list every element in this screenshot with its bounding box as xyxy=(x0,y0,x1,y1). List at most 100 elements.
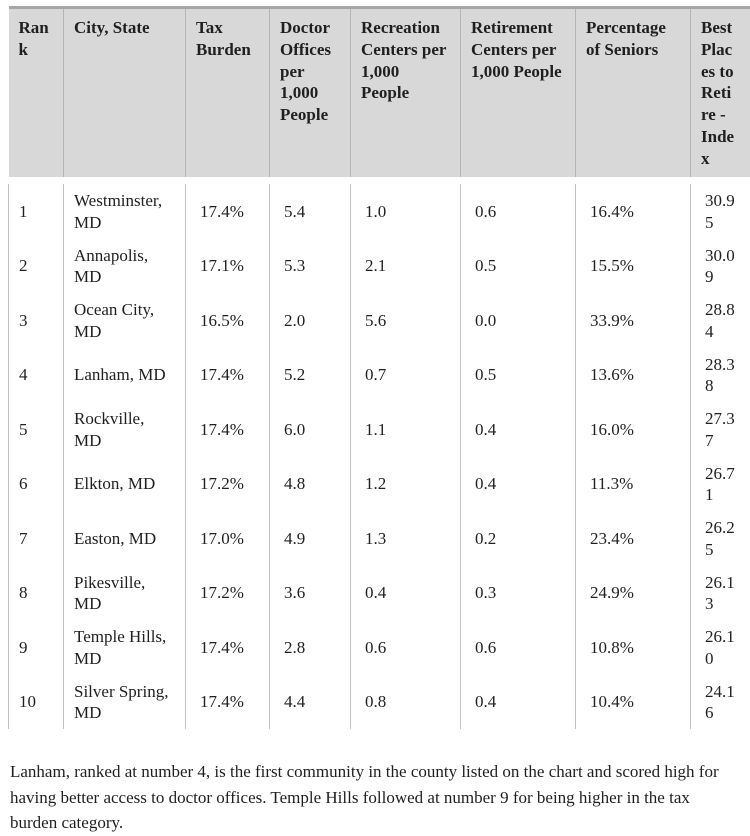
cell-rank: 5 xyxy=(9,402,64,457)
column-header-best-places-index: Best Places to Retire - Index xyxy=(691,8,750,181)
cell-percentage-of-seniors: 24.9% xyxy=(576,566,691,621)
cell-best-places-index: 24.16 xyxy=(691,675,750,730)
cell-best-places-index: 26.10 xyxy=(691,620,750,675)
cell-percentage-of-seniors: 11.3% xyxy=(576,457,691,512)
cell-city-state: Rockville, MD xyxy=(64,402,186,457)
cell-doctor-offices: 5.4 xyxy=(270,181,351,239)
cell-doctor-offices: 3.6 xyxy=(270,566,351,621)
cell-retirement-centers: 0.3 xyxy=(461,566,576,621)
cell-recreation-centers: 1.2 xyxy=(351,457,461,512)
cell-retirement-centers: 0.6 xyxy=(461,620,576,675)
column-header-recreation-centers: Recreation Centers per 1,000 People xyxy=(351,8,461,181)
cell-city-state: Annapolis, MD xyxy=(64,239,186,294)
cell-best-places-index: 27.37 xyxy=(691,402,750,457)
cell-recreation-centers: 0.4 xyxy=(351,566,461,621)
cell-rank: 2 xyxy=(9,239,64,294)
cell-percentage-of-seniors: 10.8% xyxy=(576,620,691,675)
column-header-retirement-centers: Retirement Centers per 1,000 People xyxy=(461,8,576,181)
cell-tax-burden: 17.4% xyxy=(186,348,270,403)
cell-recreation-centers: 0.8 xyxy=(351,675,461,730)
cell-retirement-centers: 0.4 xyxy=(461,457,576,512)
column-header-city-state: City, State xyxy=(64,8,186,181)
cell-recreation-centers: 0.6 xyxy=(351,620,461,675)
cell-retirement-centers: 0.5 xyxy=(461,348,576,403)
column-header-doctor-offices: Doctor Offices per 1,000 People xyxy=(270,8,351,181)
cell-city-state: Westminster, MD xyxy=(64,181,186,239)
cell-recreation-centers: 5.6 xyxy=(351,293,461,348)
cell-city-state: Silver Spring, MD xyxy=(64,675,186,730)
cell-tax-burden: 17.1% xyxy=(186,239,270,294)
cell-tax-burden: 16.5% xyxy=(186,293,270,348)
cell-rank: 4 xyxy=(9,348,64,403)
cell-retirement-centers: 0.5 xyxy=(461,239,576,294)
cell-recreation-centers: 2.1 xyxy=(351,239,461,294)
cell-city-state: Pikesville, MD xyxy=(64,566,186,621)
column-header-tax-burden: Tax Burden xyxy=(186,8,270,181)
cell-city-state: Ocean City, MD xyxy=(64,293,186,348)
cell-doctor-offices: 5.3 xyxy=(270,239,351,294)
cell-rank: 10 xyxy=(9,675,64,730)
cell-percentage-of-seniors: 13.6% xyxy=(576,348,691,403)
cell-percentage-of-seniors: 23.4% xyxy=(576,511,691,566)
cell-percentage-of-seniors: 16.0% xyxy=(576,402,691,457)
cell-retirement-centers: 0.4 xyxy=(461,675,576,730)
cell-retirement-centers: 0.0 xyxy=(461,293,576,348)
cell-percentage-of-seniors: 15.5% xyxy=(576,239,691,294)
cell-best-places-index: 28.38 xyxy=(691,348,750,403)
cell-retirement-centers: 0.4 xyxy=(461,402,576,457)
column-header-rank: Rank xyxy=(9,8,64,181)
cell-doctor-offices: 4.8 xyxy=(270,457,351,512)
cell-city-state: Easton, MD xyxy=(64,511,186,566)
cell-tax-burden: 17.0% xyxy=(186,511,270,566)
cell-best-places-index: 26.25 xyxy=(691,511,750,566)
cell-recreation-centers: 0.7 xyxy=(351,348,461,403)
cell-tax-burden: 17.4% xyxy=(186,402,270,457)
cell-recreation-centers: 1.3 xyxy=(351,511,461,566)
cell-rank: 6 xyxy=(9,457,64,512)
cell-city-state: Temple Hills, MD xyxy=(64,620,186,675)
cell-tax-burden: 17.4% xyxy=(186,675,270,730)
cell-best-places-index: 30.09 xyxy=(691,239,750,294)
cell-best-places-index: 26.13 xyxy=(691,566,750,621)
cell-recreation-centers: 1.1 xyxy=(351,402,461,457)
cell-doctor-offices: 4.9 xyxy=(270,511,351,566)
cell-doctor-offices: 6.0 xyxy=(270,402,351,457)
cell-tax-burden: 17.2% xyxy=(186,566,270,621)
cell-doctor-offices: 4.4 xyxy=(270,675,351,730)
cell-city-state: Elkton, MD xyxy=(64,457,186,512)
cell-city-state: Lanham, MD xyxy=(64,348,186,403)
cell-percentage-of-seniors: 33.9% xyxy=(576,293,691,348)
cell-doctor-offices: 5.2 xyxy=(270,348,351,403)
cell-percentage-of-seniors: 10.4% xyxy=(576,675,691,730)
cell-rank: 7 xyxy=(9,511,64,566)
cell-tax-burden: 17.4% xyxy=(186,620,270,675)
cell-best-places-index: 28.84 xyxy=(691,293,750,348)
cell-rank: 3 xyxy=(9,293,64,348)
column-header-percentage-of-seniors: Percentage of Seniors xyxy=(576,8,691,181)
cell-doctor-offices: 2.0 xyxy=(270,293,351,348)
cell-best-places-index: 30.95 xyxy=(691,181,750,239)
cell-tax-burden: 17.2% xyxy=(186,457,270,512)
cell-rank: 1 xyxy=(9,181,64,239)
cell-doctor-offices: 2.8 xyxy=(270,620,351,675)
table-caption: Lanham, ranked at number 4, is the first… xyxy=(10,759,738,836)
cell-rank: 8 xyxy=(9,566,64,621)
cell-retirement-centers: 0.2 xyxy=(461,511,576,566)
cell-best-places-index: 26.71 xyxy=(691,457,750,512)
cell-percentage-of-seniors: 16.4% xyxy=(576,181,691,239)
cell-tax-burden: 17.4% xyxy=(186,181,270,239)
